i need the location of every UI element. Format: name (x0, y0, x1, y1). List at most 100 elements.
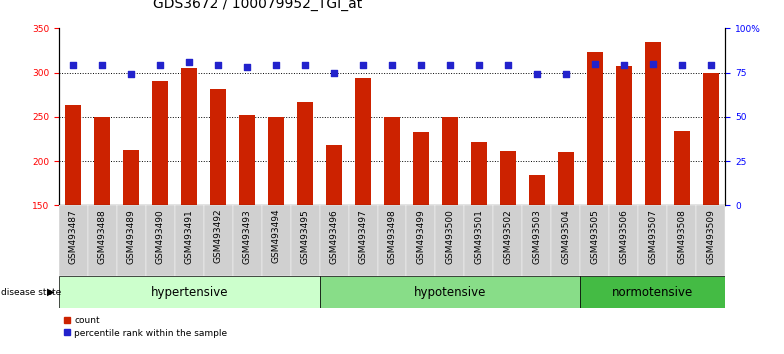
Bar (587, 52, 603, 205)
Point (96, 63, 108, 68)
Text: GSM493507: GSM493507 (648, 209, 657, 264)
Bar (94, 117, 111, 205)
Bar (233, 205, 262, 276)
Point (444, 63, 456, 68)
Bar (146, 205, 175, 276)
Point (415, 63, 427, 68)
Text: GSM493503: GSM493503 (532, 209, 542, 264)
Bar (320, 276, 580, 308)
Text: GSM493488: GSM493488 (98, 209, 107, 264)
Bar (464, 205, 493, 276)
Bar (702, 73, 719, 205)
Bar (406, 205, 435, 276)
Bar (349, 205, 378, 276)
Text: GSM493500: GSM493500 (445, 209, 455, 264)
Text: GSM493490: GSM493490 (156, 209, 165, 264)
Text: GSM493508: GSM493508 (677, 209, 686, 264)
Bar (204, 205, 233, 276)
Point (676, 63, 688, 68)
Bar (59, 205, 88, 276)
Text: ▶: ▶ (47, 287, 55, 297)
Text: GSM493506: GSM493506 (619, 209, 628, 264)
Bar (644, 42, 661, 205)
Text: GSM493504: GSM493504 (561, 209, 570, 264)
Bar (378, 205, 406, 276)
Bar (117, 205, 146, 276)
Point (473, 63, 485, 68)
Bar (268, 117, 284, 205)
Text: GSM493492: GSM493492 (214, 209, 223, 263)
Bar (673, 131, 690, 205)
Text: normotensive: normotensive (612, 286, 693, 298)
Text: GSM493494: GSM493494 (271, 209, 281, 263)
Bar (500, 152, 516, 205)
Point (212, 63, 224, 68)
Text: GDS3672 / 100079952_TGI_at: GDS3672 / 100079952_TGI_at (153, 0, 362, 11)
Bar (297, 102, 313, 205)
Bar (262, 205, 291, 276)
Point (386, 63, 398, 68)
Bar (529, 175, 545, 205)
Point (154, 63, 166, 68)
Text: hypotensive: hypotensive (414, 286, 486, 298)
Bar (291, 205, 320, 276)
Bar (551, 205, 580, 276)
Bar (355, 78, 371, 205)
Text: GSM493505: GSM493505 (590, 209, 599, 264)
Bar (615, 67, 632, 205)
Bar (667, 205, 696, 276)
Bar (210, 89, 226, 205)
Bar (88, 205, 117, 276)
Point (125, 72, 137, 77)
Point (647, 61, 659, 67)
Bar (442, 117, 458, 205)
Bar (493, 205, 522, 276)
Bar (435, 205, 464, 276)
Text: GSM493491: GSM493491 (185, 209, 194, 264)
Text: GSM493501: GSM493501 (474, 209, 484, 264)
Text: GSM493496: GSM493496 (329, 209, 339, 264)
Bar (59, 276, 320, 308)
Point (299, 63, 311, 68)
Text: GSM493493: GSM493493 (242, 209, 252, 264)
Text: GSM493487: GSM493487 (69, 209, 78, 264)
Point (618, 63, 630, 68)
Bar (123, 150, 140, 205)
Text: disease state: disease state (1, 287, 61, 297)
Bar (152, 80, 169, 205)
Text: GSM493495: GSM493495 (300, 209, 310, 264)
Bar (175, 205, 204, 276)
Point (705, 63, 717, 68)
Bar (326, 145, 342, 205)
Bar (471, 142, 487, 205)
Bar (609, 205, 638, 276)
Point (502, 63, 514, 68)
Point (328, 70, 340, 75)
Bar (522, 205, 551, 276)
Bar (413, 132, 429, 205)
Bar (638, 205, 667, 276)
Text: GSM493502: GSM493502 (503, 209, 513, 264)
Bar (580, 205, 609, 276)
Point (560, 72, 572, 77)
Point (270, 63, 282, 68)
Point (241, 64, 253, 70)
Bar (580, 276, 725, 308)
Text: GSM493489: GSM493489 (127, 209, 136, 264)
Bar (239, 115, 255, 205)
Bar (384, 117, 400, 205)
Text: GSM493509: GSM493509 (706, 209, 715, 264)
Bar (696, 205, 725, 276)
Text: hypertensive: hypertensive (151, 286, 228, 298)
Point (183, 59, 195, 65)
Bar (558, 152, 574, 205)
Text: GSM493498: GSM493498 (387, 209, 397, 264)
Bar (65, 105, 82, 205)
Point (357, 63, 369, 68)
Legend: count, percentile rank within the sample: count, percentile rank within the sample (64, 316, 227, 338)
Bar (181, 68, 197, 205)
Text: GSM493499: GSM493499 (416, 209, 426, 264)
Point (589, 61, 601, 67)
Text: GSM493497: GSM493497 (358, 209, 368, 264)
Point (67, 63, 79, 68)
